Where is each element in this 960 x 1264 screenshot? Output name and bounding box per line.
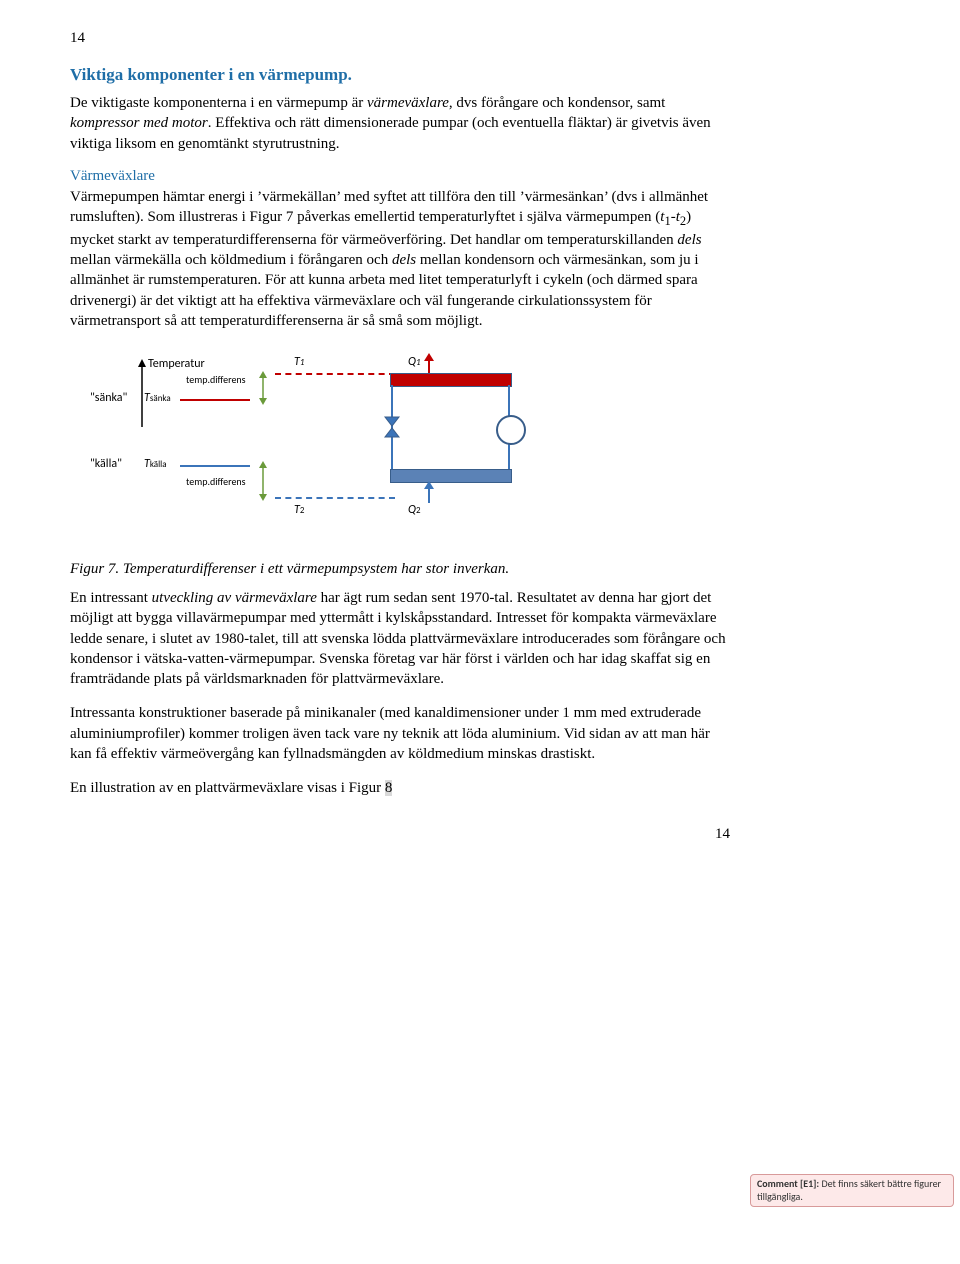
- condenser-bar: [390, 373, 512, 387]
- label-T1: T1: [294, 355, 304, 369]
- comment-balloon[interactable]: Comment [E1]: Det finns säkert bättre fi…: [750, 1174, 954, 1207]
- tempdiff-arrow-upper: [256, 371, 270, 405]
- body-paragraph-1: Värmepumpen hämtar energi i ’värmekällan…: [70, 187, 730, 331]
- page-number-bottom: 14: [70, 826, 730, 843]
- body-3-text: Intressanta konstruktioner baserade på m…: [70, 703, 730, 764]
- line-T2-dashed: [275, 497, 395, 499]
- line-kalla: [180, 465, 250, 467]
- figure-7-caption: Figur 7. Temperaturdifferenser i ett vär…: [70, 561, 730, 578]
- intro-text: De viktigaste komponenterna i en värmepu…: [70, 93, 730, 154]
- label-tempdiff-upper: temp.differens: [186, 373, 246, 386]
- compressor-icon: [496, 415, 526, 445]
- body-paragraph-3: Intressanta konstruktioner baserade på m…: [70, 703, 730, 764]
- q1-arrow: [422, 353, 436, 375]
- body-paragraph-4: En illustration av en plattvärmeväxlare …: [70, 778, 730, 798]
- comment-label: Comment [E1]:: [757, 1177, 821, 1190]
- section-title: Viktiga komponenter i en värmepump.: [70, 65, 730, 85]
- expansion-valve-icon: [383, 415, 401, 439]
- figure-8-reference[interactable]: 8: [385, 780, 393, 796]
- evaporator-bar: [390, 469, 512, 483]
- figure-7-diagram: Temperatur temp.differens "sänka" Tsänka…: [70, 349, 600, 549]
- label-kalla: "källa": [90, 457, 122, 471]
- body-paragraph-2: En intressant utveckling av värmeväxlare…: [70, 588, 730, 689]
- intro-paragraph: De viktigaste komponenterna i en värmepu…: [70, 93, 730, 154]
- label-Q1: Q1: [408, 355, 421, 369]
- label-temperatur: Temperatur: [148, 357, 205, 371]
- label-tempdiff-lower: temp.differens: [186, 475, 246, 488]
- label-sanka: "sänka": [90, 391, 127, 405]
- body-2-text: En intressant utveckling av värmeväxlare…: [70, 588, 730, 689]
- label-T-kalla: Tkälla: [144, 457, 167, 471]
- line-T1-dashed: [275, 373, 395, 375]
- subheading-varmevaxlare: Värmeväxlare: [70, 168, 730, 185]
- label-Q2: Q2: [408, 503, 421, 517]
- body-1-text: Värmepumpen hämtar energi i ’värmekällan…: [70, 187, 730, 331]
- page-number-top: 14: [70, 30, 730, 47]
- body-4-text: En illustration av en plattvärmeväxlare …: [70, 778, 730, 798]
- document-page: 14 Viktiga komponenter i en värmepump. D…: [0, 0, 800, 863]
- line-sanka: [180, 399, 250, 401]
- tempdiff-arrow-lower: [256, 461, 270, 501]
- q2-arrow: [422, 481, 436, 505]
- label-T2: T2: [294, 503, 304, 517]
- label-T-sanka: Tsänka: [144, 391, 171, 405]
